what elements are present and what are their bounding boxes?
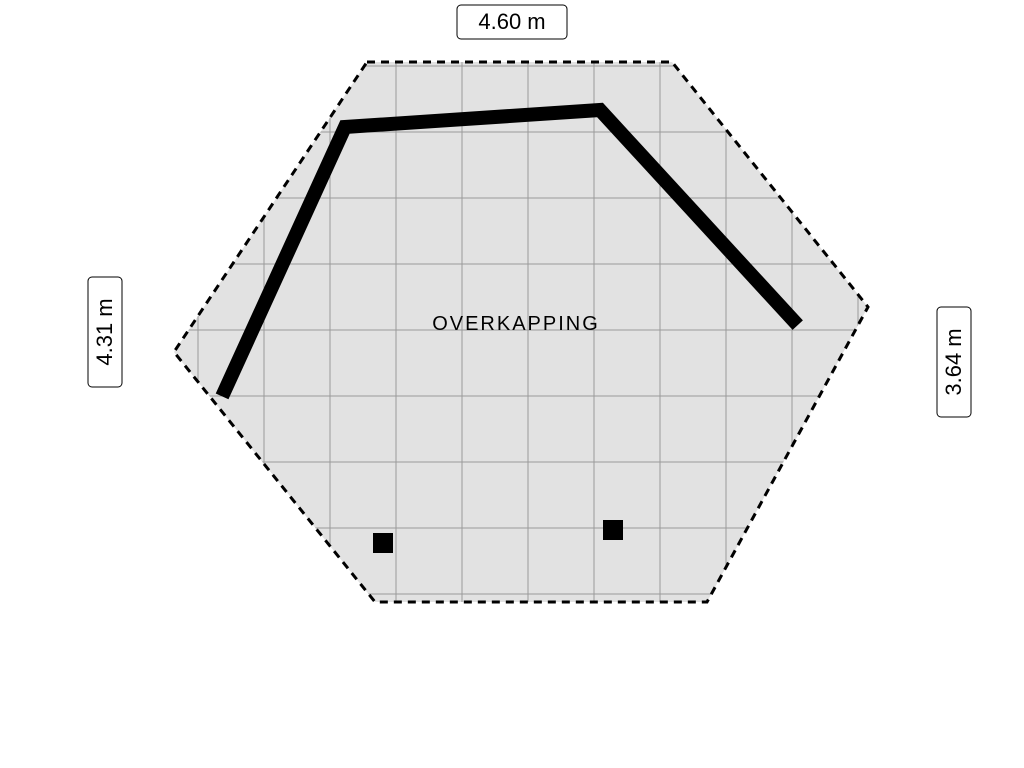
dimension-right: 3.64 m	[937, 307, 971, 417]
dimension-top-text: 4.60 m	[478, 9, 545, 34]
dimension-left-text: 4.31 m	[92, 298, 117, 365]
floorplan-diagram: OVERKAPPING 4.60 m 4.31 m 3.64 m	[0, 0, 1024, 768]
center-label: OVERKAPPING	[432, 313, 600, 335]
marker-square	[373, 533, 393, 553]
marker-square	[603, 520, 623, 540]
dimension-left: 4.31 m	[88, 277, 122, 387]
dimension-right-text: 3.64 m	[941, 328, 966, 395]
dimension-top: 4.60 m	[457, 5, 567, 39]
